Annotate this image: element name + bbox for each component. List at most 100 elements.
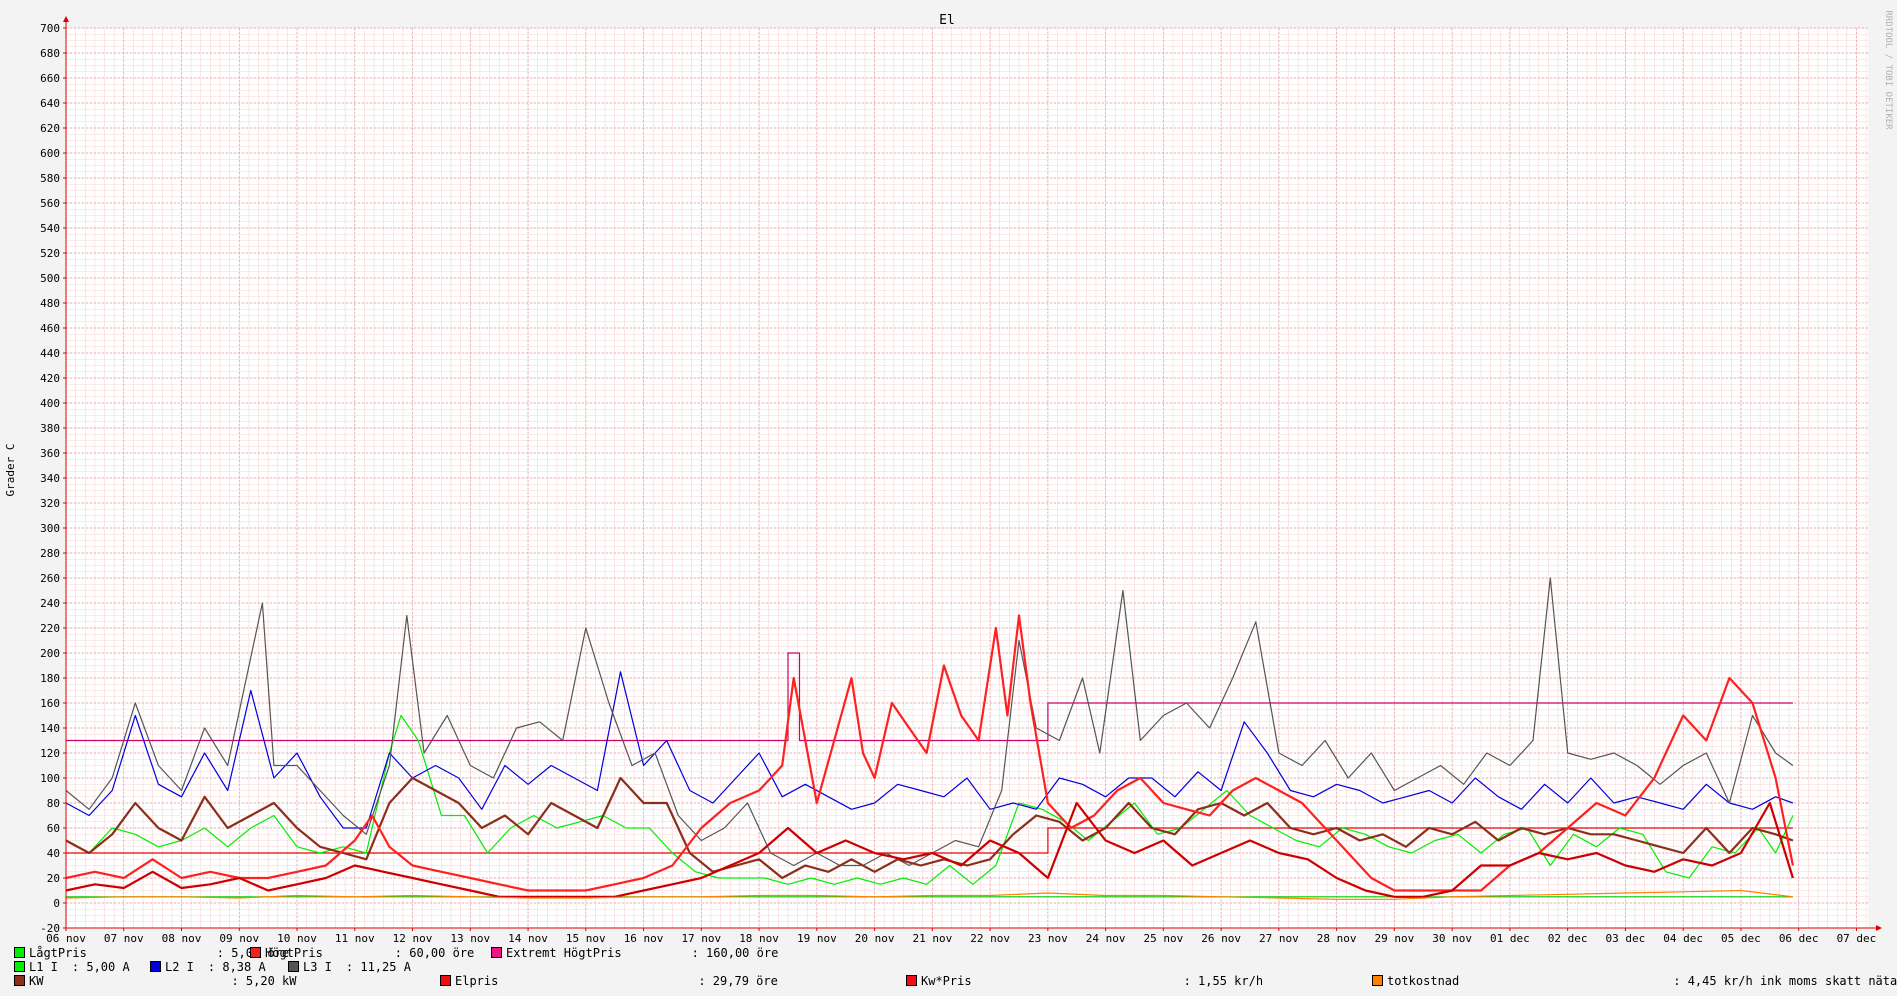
x-tick-label: 26 nov bbox=[1201, 932, 1241, 945]
legend-item-extremt-hogtpris: Extremt HögtPris: 160,00 öre bbox=[491, 946, 778, 960]
x-tick-label: 01 dec bbox=[1490, 932, 1530, 945]
y-tick-label: 520 bbox=[40, 247, 60, 260]
y-tick-label: 480 bbox=[40, 297, 60, 310]
legend-item-kw: KW: 5,20 kW bbox=[14, 974, 296, 988]
x-tick-label: 02 dec bbox=[1548, 932, 1588, 945]
y-tick-label: 340 bbox=[40, 472, 60, 485]
legend-value: : 5,00 A bbox=[71, 960, 130, 974]
x-tick-label: 06 dec bbox=[1779, 932, 1819, 945]
x-tick-label: 16 nov bbox=[624, 932, 664, 945]
y-tick-label: 560 bbox=[40, 197, 60, 210]
legend-label: totkostnad bbox=[1387, 974, 1460, 988]
x-tick-label: 07 dec bbox=[1837, 932, 1877, 945]
legend-label: Kw*Pris bbox=[921, 974, 972, 988]
legend-label: L2 I bbox=[165, 960, 194, 974]
y-axis-label: Grader C bbox=[4, 444, 17, 497]
legend-label: L1 I bbox=[29, 960, 58, 974]
y-tick-label: 680 bbox=[40, 47, 60, 60]
swatch-kw bbox=[14, 975, 25, 986]
legend-item-l3: L3 I : 11,25 A bbox=[288, 960, 411, 974]
y-tick-label: 620 bbox=[40, 122, 60, 135]
x-tick-label: 06 nov bbox=[46, 932, 86, 945]
swatch-lagtpris bbox=[14, 947, 25, 958]
legend-value: : 11,25 A bbox=[345, 960, 411, 974]
y-tick-label: 500 bbox=[40, 272, 60, 285]
y-tick-label: 260 bbox=[40, 572, 60, 585]
x-tick-label: 15 nov bbox=[566, 932, 606, 945]
y-tick-label: 700 bbox=[40, 22, 60, 35]
legend-item-elpris: Elpris: 29,79 öre bbox=[440, 974, 778, 988]
swatch-totkostnad bbox=[1372, 975, 1383, 986]
y-tick-label: 160 bbox=[40, 697, 60, 710]
swatch-kwpris bbox=[906, 975, 917, 986]
legend-value: : 8,38 A bbox=[207, 960, 266, 974]
series-layer bbox=[65, 577, 1794, 900]
y-tick-label: 360 bbox=[40, 447, 60, 460]
x-tick-label: 20 nov bbox=[855, 932, 895, 945]
x-tick-label: 07 nov bbox=[104, 932, 144, 945]
x-tick-label: 04 dec bbox=[1663, 932, 1703, 945]
legend-label: L3 I bbox=[303, 960, 332, 974]
swatch-l3 bbox=[288, 961, 299, 972]
legend-item-kwpris: Kw*Pris : 1,55 kr/h bbox=[906, 974, 1263, 988]
legend-item-l2: L2 I : 8,38 A bbox=[150, 960, 266, 974]
x-tick-label: 28 nov bbox=[1317, 932, 1357, 945]
series-line-4 bbox=[65, 671, 1794, 829]
x-tick-label: 22 nov bbox=[970, 932, 1010, 945]
x-tick-label: 21 nov bbox=[912, 932, 952, 945]
y-tick-label: 400 bbox=[40, 397, 60, 410]
y-tick-label: 180 bbox=[40, 672, 60, 685]
legend-value: : 5,20 kW bbox=[231, 974, 297, 988]
legend-item-hogtpris: HögtPris : 60,00 öre bbox=[250, 946, 474, 960]
y-tick-label: 60 bbox=[47, 822, 60, 835]
swatch-l2 bbox=[150, 961, 161, 972]
y-tick-label: 200 bbox=[40, 647, 60, 660]
legend-label: HögtPris bbox=[265, 946, 323, 960]
chart-title: El bbox=[939, 13, 955, 28]
legend-value: : 1,55 kr/h bbox=[1183, 974, 1264, 988]
y-tick-label: 440 bbox=[40, 347, 60, 360]
swatch-elpris bbox=[440, 975, 451, 986]
x-tick-label: 23 nov bbox=[1028, 932, 1068, 945]
y-tick-label: 300 bbox=[40, 522, 60, 535]
x-tick-label: 13 nov bbox=[450, 932, 490, 945]
watermark: RRDTOOL / TOBI OETIKER bbox=[1883, 10, 1893, 130]
legend-item-l1: L1 I : 5,00 A bbox=[14, 960, 130, 974]
y-tick-label: 220 bbox=[40, 622, 60, 635]
y-tick-label: 540 bbox=[40, 222, 60, 235]
y-tick-label: 460 bbox=[40, 322, 60, 335]
y-tick-label: 420 bbox=[40, 372, 60, 385]
y-tick-label: 600 bbox=[40, 147, 60, 160]
legend-value: : 4,45 kr/h ink moms skatt nätavg bbox=[1673, 974, 1897, 988]
y-axis-arrow bbox=[63, 16, 69, 22]
y-tick-label: 140 bbox=[40, 722, 60, 735]
legend-value: : 60,00 öre bbox=[394, 946, 475, 960]
x-tick-label: 19 nov bbox=[797, 932, 837, 945]
x-tick-label: 29 nov bbox=[1375, 932, 1415, 945]
series-line-8 bbox=[65, 801, 1794, 898]
x-tick-label: 14 nov bbox=[508, 932, 548, 945]
x-tick-label: 25 nov bbox=[1143, 932, 1183, 945]
swatch-hogtpris bbox=[250, 947, 261, 958]
x-tick-label: 11 nov bbox=[335, 932, 375, 945]
x-axis-arrow bbox=[1876, 925, 1882, 931]
y-tick-label: 280 bbox=[40, 547, 60, 560]
legend-label: LågtPris bbox=[29, 946, 87, 960]
y-tick-label: 580 bbox=[40, 172, 60, 185]
x-tick-label: 05 dec bbox=[1721, 932, 1761, 945]
legend-value: : 160,00 öre bbox=[691, 946, 779, 960]
grid bbox=[65, 27, 1868, 929]
y-tick-label: 20 bbox=[47, 872, 60, 885]
x-tick-label: 30 nov bbox=[1432, 932, 1472, 945]
legend-value: : 29,79 öre bbox=[698, 974, 778, 988]
y-tick-label: 640 bbox=[40, 97, 60, 110]
legend: LågtPris: 5,00 öre HögtPris: 60,00 öre E… bbox=[14, 944, 1897, 996]
series-line-6 bbox=[65, 776, 1794, 880]
series-line-7 bbox=[65, 614, 1794, 892]
x-tick-label: 12 nov bbox=[393, 932, 433, 945]
y-tick-label: -20 bbox=[40, 922, 60, 935]
y-tick-label: 240 bbox=[40, 597, 60, 610]
swatch-l1 bbox=[14, 961, 25, 972]
